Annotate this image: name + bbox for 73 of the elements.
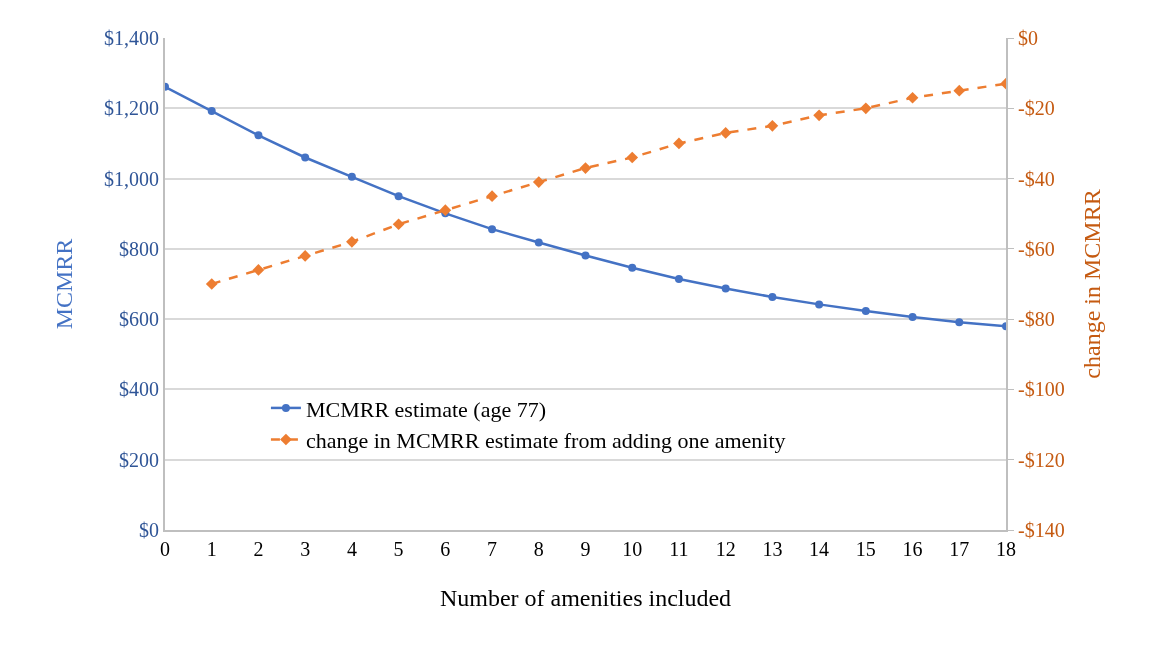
y-tick-label: $200 (119, 448, 159, 471)
x-axis-title: Number of amenities included (439, 584, 732, 611)
y-tick-label: $1,400 (104, 27, 159, 49)
point (861, 307, 870, 316)
x-tick-label: 14 (809, 538, 830, 560)
point (488, 225, 497, 234)
point (908, 313, 917, 322)
x-tick-label: 5 (393, 538, 404, 560)
x-tick-label: 7 (487, 538, 498, 560)
point (859, 102, 872, 115)
point (719, 127, 732, 139)
legend-label: MCMRR estimate (age 77) (305, 396, 547, 422)
y2-tick-label: -$120 (1018, 448, 1065, 471)
x-tick-label: 13 (762, 538, 783, 560)
x-tick-label: 10 (622, 538, 643, 560)
point (766, 120, 779, 132)
point (815, 300, 824, 309)
x-tick-label: 12 (715, 538, 736, 560)
x-tick-label: 0 (160, 538, 170, 560)
point (628, 263, 637, 272)
y2-tick-label: $0 (1018, 27, 1038, 49)
point (534, 238, 543, 247)
point (955, 318, 964, 327)
y-tick-label: $800 (119, 237, 159, 260)
y-axis-title: MCMRR (50, 238, 77, 330)
point (581, 251, 590, 260)
point (768, 293, 777, 301)
point (674, 275, 683, 284)
y2-tick-label: -$40 (1018, 167, 1055, 190)
y-tick-label: $1,200 (104, 97, 159, 120)
y-tick-label: $0 (139, 519, 159, 541)
point (579, 162, 592, 174)
point (486, 190, 498, 202)
y-tick-label: $600 (119, 308, 159, 331)
point (205, 278, 218, 290)
x-tick-label: 9 (580, 538, 591, 560)
point (301, 153, 310, 162)
x-tick-label: 17 (949, 538, 970, 560)
point (813, 109, 825, 122)
y2-tick-label: -$60 (1018, 237, 1055, 260)
point (394, 192, 403, 201)
x-tick-label: 8 (533, 538, 544, 560)
point (673, 137, 685, 150)
x-tick-label: 3 (300, 538, 311, 560)
point (721, 284, 730, 293)
point (252, 264, 265, 276)
x-tick-label: 18 (996, 538, 1016, 560)
legend-label: change in MCMRR estimate from adding one amenity (305, 428, 786, 454)
y2-tick-label: -$20 (1018, 97, 1055, 120)
y2-axis-title: change in MCMRR (1079, 189, 1106, 379)
x-tick-label: 2 (253, 538, 264, 560)
y-tick-label: $400 (119, 378, 159, 401)
point (626, 151, 639, 164)
x-tick-label: 11 (669, 538, 689, 560)
x-tick-label: 16 (902, 538, 923, 560)
point (207, 107, 216, 116)
point (254, 131, 263, 140)
x-tick-label: 15 (855, 538, 876, 560)
y-tick-label: $1,000 (104, 167, 159, 190)
x-tick-label: 1 (206, 538, 217, 560)
x-tick-label: 4 (346, 538, 357, 560)
point (392, 218, 405, 231)
y2-tick-label: -$100 (1018, 378, 1065, 401)
x-tick-label: 6 (440, 538, 451, 560)
point (953, 84, 966, 97)
point (346, 235, 358, 248)
y2-tick-label: -$80 (1018, 308, 1055, 331)
point (439, 204, 452, 217)
point (532, 176, 545, 188)
point (299, 250, 312, 262)
point (906, 91, 919, 104)
y2-tick-label: -$140 (1018, 519, 1065, 541)
point (347, 172, 356, 181)
